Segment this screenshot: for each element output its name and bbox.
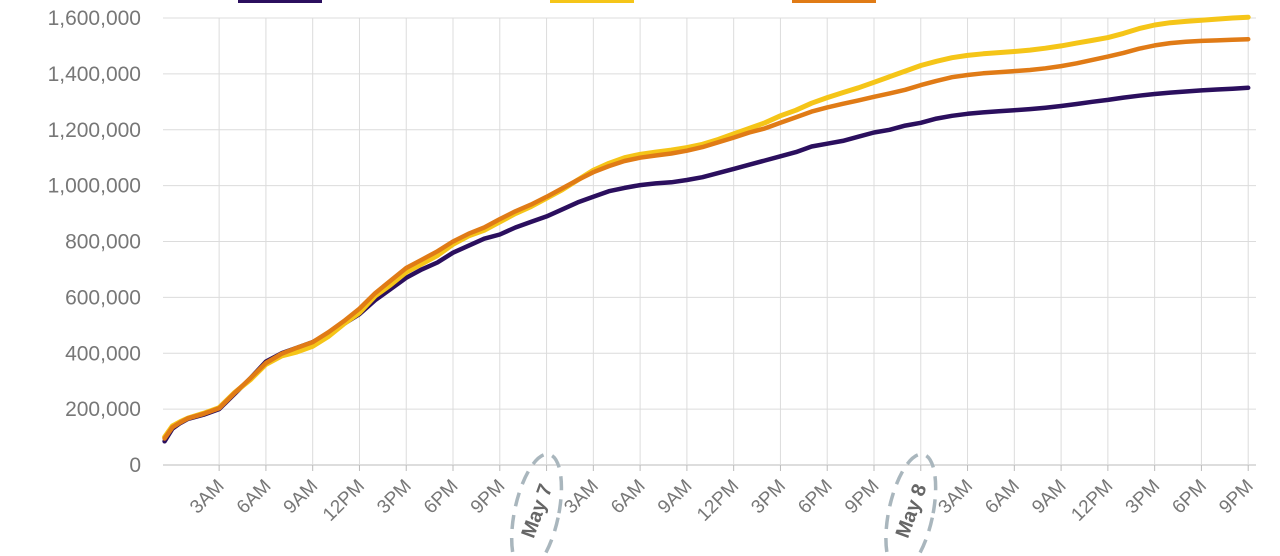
x-tick-label: 9PM [1215, 476, 1257, 518]
y-tick-label: 800,000 [65, 231, 141, 254]
x-tick-label: 3PM [747, 476, 789, 518]
y-tick-label: 600,000 [65, 286, 141, 309]
x-tick-label: 12PM [693, 476, 743, 526]
x-tick-label: 6AM [607, 476, 649, 518]
series-line [162, 36, 1251, 441]
x-tick-label: 6AM [233, 476, 275, 518]
date-circle [509, 452, 564, 556]
y-tick-label: 400,000 [65, 342, 141, 365]
x-date-label: May 8 [892, 481, 932, 541]
legend [238, 0, 876, 3]
series-line [162, 14, 1251, 440]
x-tick-label: 3AM [186, 476, 228, 518]
y-tick-label: 1,000,000 [48, 175, 141, 198]
x-tick-label: 6AM [981, 476, 1023, 518]
legend-swatch [238, 0, 322, 3]
x-tick-label: 9AM [1028, 476, 1070, 518]
x-tick-label: 3PM [373, 476, 415, 518]
y-tick-label: 1,600,000 [48, 7, 141, 30]
x-tick-label: 9PM [467, 476, 509, 518]
x-tick-label: 9PM [841, 476, 883, 518]
grid-lines [163, 17, 1256, 466]
y-tick-label: 1,200,000 [48, 119, 141, 142]
x-tick-label: 12PM [1067, 476, 1117, 526]
legend-swatch [550, 0, 634, 3]
x-tick-label: 3AM [935, 476, 977, 518]
x-tick-label: 6PM [1168, 476, 1210, 518]
x-tick-label: 6PM [420, 476, 462, 518]
x-tick-label: 12PM [319, 476, 369, 526]
series-lines [162, 14, 1251, 444]
y-tick-label: 0 [129, 454, 141, 477]
x-tick-label: 9AM [654, 476, 696, 518]
y-tick-label: 1,400,000 [48, 63, 141, 86]
x-date-label: May 7 [518, 481, 558, 541]
legend-swatch [792, 0, 876, 3]
x-tick-label: 3AM [560, 476, 602, 518]
y-tick-label: 200,000 [65, 398, 141, 421]
date-circle [884, 452, 938, 556]
y-axis: 0 200,000 400,000 600,000 800,000 1,000,000 1,… [48, 7, 141, 477]
x-tick-label: 9AM [280, 476, 322, 518]
x-tick-label: 3PM [1122, 476, 1164, 518]
x-tick-label: 6PM [794, 476, 836, 518]
